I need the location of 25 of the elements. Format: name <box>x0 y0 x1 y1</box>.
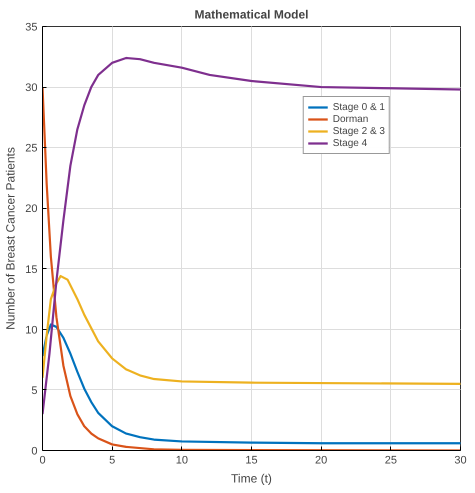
y-tick-label: 15 <box>25 264 38 276</box>
y-tick-label: 0 <box>31 446 38 458</box>
legend-label: Stage 2 & 3 <box>332 125 385 137</box>
x-tick-label: 20 <box>315 454 328 466</box>
line-series <box>42 56 460 416</box>
x-tick-label: 30 <box>454 454 467 466</box>
y-axis-title: Number of Breast Cancer Patients <box>3 147 18 330</box>
legend-label: Stage 4 <box>332 137 368 149</box>
y-tick-label: 20 <box>25 203 38 216</box>
x-tick-label: 15 <box>245 454 258 466</box>
y-tick-label: 5 <box>31 384 38 397</box>
legend-label: Stage 0 & 1 <box>332 101 385 113</box>
chart-title: Mathematical Model <box>194 8 309 22</box>
y-tick-label: 25 <box>25 142 38 155</box>
x-axis-title: Time (t) <box>231 472 272 486</box>
y-tick-label: 30 <box>25 82 38 94</box>
y-tick-label: 35 <box>25 22 38 34</box>
legend-label: Dorman <box>332 113 368 125</box>
x-tick-label: 0 <box>39 454 46 466</box>
x-tick-label: 25 <box>384 454 397 466</box>
line-series <box>42 274 460 385</box>
y-tick-label: 10 <box>25 324 38 336</box>
line-series <box>42 323 460 444</box>
x-tick-label: 10 <box>176 454 188 466</box>
x-tick-label: 5 <box>109 454 116 466</box>
